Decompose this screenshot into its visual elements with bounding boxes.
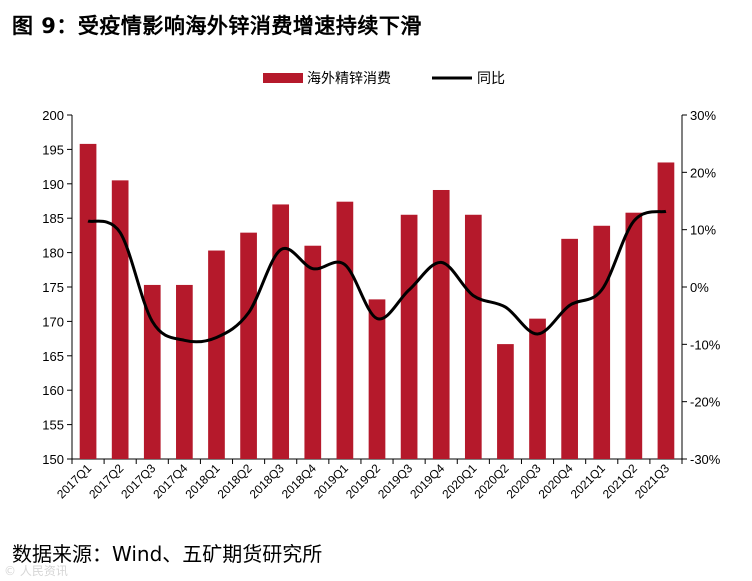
x-tick-label: 2021Q1 — [568, 461, 608, 501]
bar-2021Q3 — [657, 162, 675, 460]
x-tick-label: 2018Q1 — [182, 461, 222, 501]
x-tick-label: 2019Q1 — [311, 461, 351, 501]
y-left-tick-label: 185 — [42, 211, 64, 226]
bar-2021Q1 — [593, 225, 611, 459]
bar-series — [79, 143, 675, 460]
y-left-tick-label: 195 — [42, 142, 64, 157]
y-left-tick-label: 175 — [42, 280, 64, 295]
legend: 海外精锌消费 同比 — [263, 71, 505, 87]
bar-2018Q3 — [272, 204, 290, 459]
bar-2019Q1 — [336, 201, 354, 460]
watermark: © 人民资讯 — [4, 564, 68, 578]
x-tick-label: 2017Q3 — [118, 461, 158, 501]
bar-2020Q4 — [561, 238, 578, 459]
y-right-tick-label: -20% — [690, 395, 721, 410]
yoy-line — [87, 209, 667, 344]
bar-2018Q2 — [240, 232, 257, 459]
bar-2018Q4 — [304, 245, 322, 459]
bar-2018Q1 — [208, 250, 225, 459]
legend-label-line: 同比 — [477, 71, 505, 87]
line-series — [87, 209, 667, 344]
bar-2019Q3 — [400, 214, 418, 459]
x-tick-label: 2018Q2 — [215, 461, 255, 501]
x-tick-label: 2018Q3 — [247, 461, 287, 501]
y-right-tick-label: 0% — [690, 280, 709, 295]
axes: 150 155 160 165 170 175 180 185 190 195 200 -30% -20… — [42, 108, 720, 467]
source-note: 数据来源：Wind、五矿期货研究所 — [12, 542, 323, 566]
x-tick-label: 2019Q2 — [343, 461, 383, 501]
y-left-tick-label: 170 — [42, 314, 64, 329]
bar-2019Q2 — [368, 299, 386, 459]
bar-2020Q2 — [497, 344, 514, 459]
bar-2019Q4 — [432, 189, 450, 459]
y-left-tick-label: 160 — [42, 383, 64, 398]
y-left-tick-label: 150 — [42, 452, 64, 467]
x-tick-label: 2021Q2 — [600, 461, 640, 501]
bar-2020Q1 — [464, 214, 482, 459]
legend-label-bar: 海外精锌消费 — [307, 71, 391, 87]
chart-title: 图 9：受疫情影响海外锌消费增速持续下滑 — [12, 14, 422, 38]
y-right-tick-label: -10% — [690, 337, 721, 352]
y-left-tick-label: 155 — [42, 418, 64, 433]
bar-2017Q2 — [111, 180, 129, 460]
x-tick-label: 2019Q4 — [407, 461, 447, 501]
x-tick-label: 2021Q3 — [632, 461, 672, 501]
y-right-tick-label: -30% — [690, 452, 721, 467]
bar-2021Q2 — [625, 212, 643, 459]
x-tick-label: 2019Q3 — [375, 461, 415, 501]
x-tick-label: 2018Q4 — [279, 461, 319, 501]
x-tick-label: 2017Q4 — [150, 461, 190, 501]
y-left-tick-label: 190 — [42, 177, 64, 192]
x-tick-label: 2020Q2 — [471, 461, 511, 501]
y-left-tick-label: 200 — [42, 108, 64, 123]
y-left-tick-label: 165 — [42, 349, 64, 364]
legend-swatch-bar — [263, 73, 303, 83]
x-tick-label: 2020Q3 — [504, 461, 544, 501]
y-right-tick-label: 10% — [690, 223, 716, 238]
x-tick-label: 2017Q2 — [86, 461, 126, 501]
x-tick-label: 2020Q1 — [439, 461, 479, 501]
x-axis-labels: 2017Q12017Q22017Q32017Q42018Q12018Q22018… — [54, 461, 672, 501]
y-right-tick-label: 30% — [690, 108, 716, 123]
bar-2017Q1 — [79, 143, 97, 459]
bar-2020Q3 — [529, 318, 546, 459]
y-left-tick-label: 180 — [42, 246, 64, 261]
x-tick-label: 2020Q4 — [536, 461, 576, 501]
bar-2017Q4 — [176, 284, 193, 459]
y-right-tick-label: 20% — [690, 165, 716, 180]
x-tick-label: 2017Q1 — [54, 461, 94, 501]
